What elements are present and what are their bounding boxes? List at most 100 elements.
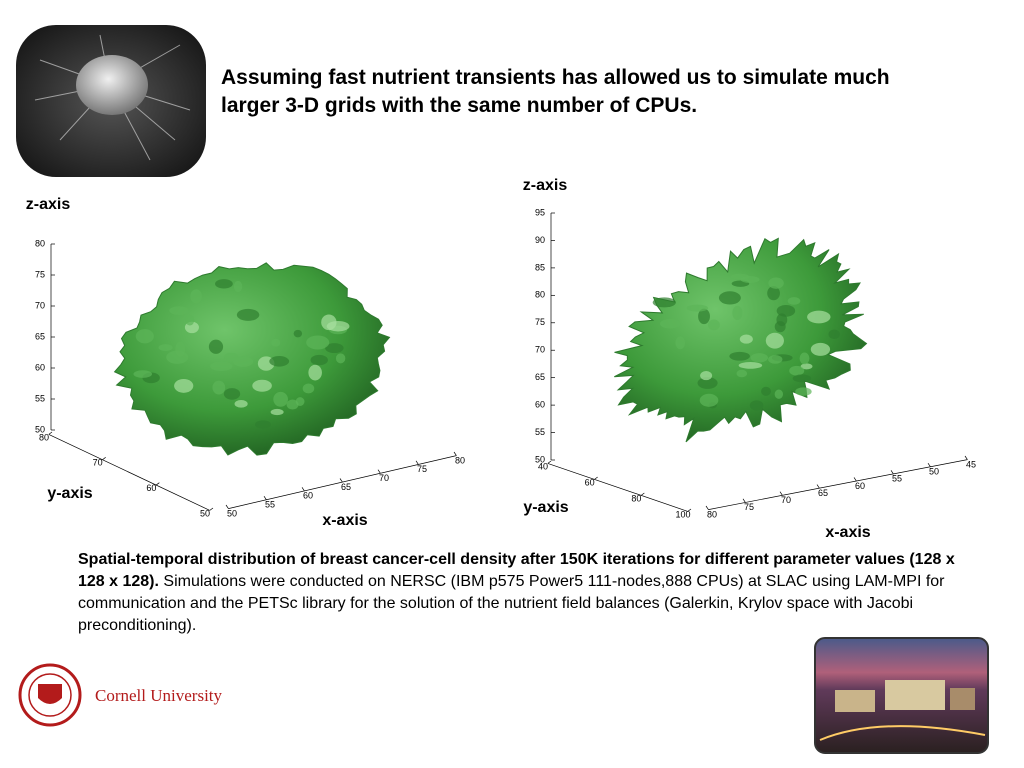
axis-line — [48, 434, 210, 511]
tick-label: 65 — [341, 482, 351, 492]
surface-bump — [223, 388, 241, 400]
surface-bump — [738, 361, 763, 369]
tick-mark — [927, 462, 931, 467]
tick-label: 85 — [535, 262, 545, 272]
surface-bump — [293, 329, 303, 338]
surface-bump — [787, 297, 801, 305]
tick-label: 55 — [892, 474, 902, 484]
surface-bump — [208, 339, 224, 354]
y-axis-label: y-axis — [47, 485, 92, 502]
surface-bump — [698, 308, 710, 325]
surface-bump — [335, 353, 346, 364]
tick-mark — [853, 477, 857, 482]
tick-label: 75 — [35, 269, 45, 279]
z-axis-label: z-axis — [26, 196, 71, 213]
surface-bump — [255, 420, 271, 429]
tick-mark — [263, 495, 267, 500]
tick-mark — [48, 431, 53, 435]
tick-label: 70 — [781, 495, 791, 505]
tick-mark — [415, 460, 419, 465]
tick-label: 60 — [146, 483, 156, 493]
tick-label: 50 — [535, 454, 545, 464]
surface-bump — [223, 352, 239, 361]
tick-mark — [377, 469, 381, 474]
surface-bump — [750, 353, 768, 363]
tick-mark — [225, 504, 229, 509]
tick-label: 80 — [455, 455, 465, 465]
axis-line — [547, 463, 688, 512]
surface-bump — [215, 279, 233, 289]
tick-mark — [301, 487, 305, 492]
tick-mark — [640, 492, 645, 496]
tick-mark — [209, 507, 214, 511]
surface-bump — [776, 304, 796, 317]
surface-bump — [135, 329, 154, 344]
tick-label: 50 — [200, 508, 210, 518]
x-axis-label: x-axis — [825, 524, 870, 541]
surface-bump — [133, 370, 153, 378]
tick-label: 80 — [707, 509, 717, 519]
surface-bump — [659, 318, 681, 329]
surface-bump — [326, 320, 350, 332]
surface-bump — [270, 408, 284, 416]
cornell-seal — [18, 663, 82, 727]
tick-label: 75 — [417, 464, 427, 474]
surface-bump — [707, 319, 720, 331]
surface-bump — [789, 365, 805, 376]
surface-bump — [233, 280, 243, 293]
surface-bump — [807, 310, 831, 324]
surface-bump — [306, 335, 330, 350]
tick-label: 55 — [535, 427, 545, 437]
tick-mark — [816, 484, 820, 489]
surface-bump — [310, 354, 328, 366]
cell-photo — [16, 25, 206, 177]
surface-bump — [286, 399, 299, 410]
tick-label: 95 — [535, 207, 545, 217]
tick-label: 60 — [855, 481, 865, 491]
tick-label: 50 — [929, 467, 939, 477]
tick-mark — [102, 457, 106, 461]
surface-bump — [810, 342, 831, 356]
tick-label: 100 — [675, 509, 690, 519]
surface-bump — [212, 380, 226, 395]
tick-label: 70 — [379, 473, 389, 483]
tick-label: 60 — [35, 362, 45, 372]
surface-bump — [729, 351, 750, 361]
tick-label: 60 — [535, 399, 545, 409]
surface-bump — [749, 400, 764, 411]
tick-mark — [779, 491, 783, 496]
tick-label: 60 — [585, 477, 595, 487]
tick-label: 70 — [35, 300, 45, 310]
surface-bump — [699, 393, 719, 407]
surface-bump — [800, 363, 813, 370]
surface-bump — [234, 400, 248, 408]
tick-mark — [742, 498, 746, 503]
tick-label: 80 — [535, 290, 545, 300]
campus-photo — [814, 637, 989, 754]
surface-bump — [732, 305, 743, 321]
surface-bump — [792, 374, 812, 383]
surface-bump — [169, 306, 189, 316]
surface-bump — [190, 289, 202, 304]
surface-bump — [273, 391, 288, 407]
surface-bump — [740, 276, 760, 284]
surface-bump — [185, 314, 195, 326]
surface-bump — [768, 277, 784, 289]
surface-bump — [799, 352, 810, 365]
tick-label: 60 — [303, 491, 313, 501]
surface-bump — [697, 377, 718, 389]
tick-mark — [964, 455, 968, 460]
tick-mark — [890, 470, 894, 475]
tick-mark — [453, 451, 457, 456]
tick-label: 75 — [535, 317, 545, 327]
caption: Spatial-temporal distribution of breast … — [78, 549, 978, 637]
surface-bump — [718, 291, 741, 305]
z-axis-label: z-axis — [523, 177, 568, 194]
surface-bump — [233, 356, 254, 367]
tick-label: 75 — [744, 502, 754, 512]
y-axis-label: y-axis — [523, 499, 568, 516]
surface-bump — [236, 308, 260, 321]
tick-mark — [339, 478, 343, 483]
